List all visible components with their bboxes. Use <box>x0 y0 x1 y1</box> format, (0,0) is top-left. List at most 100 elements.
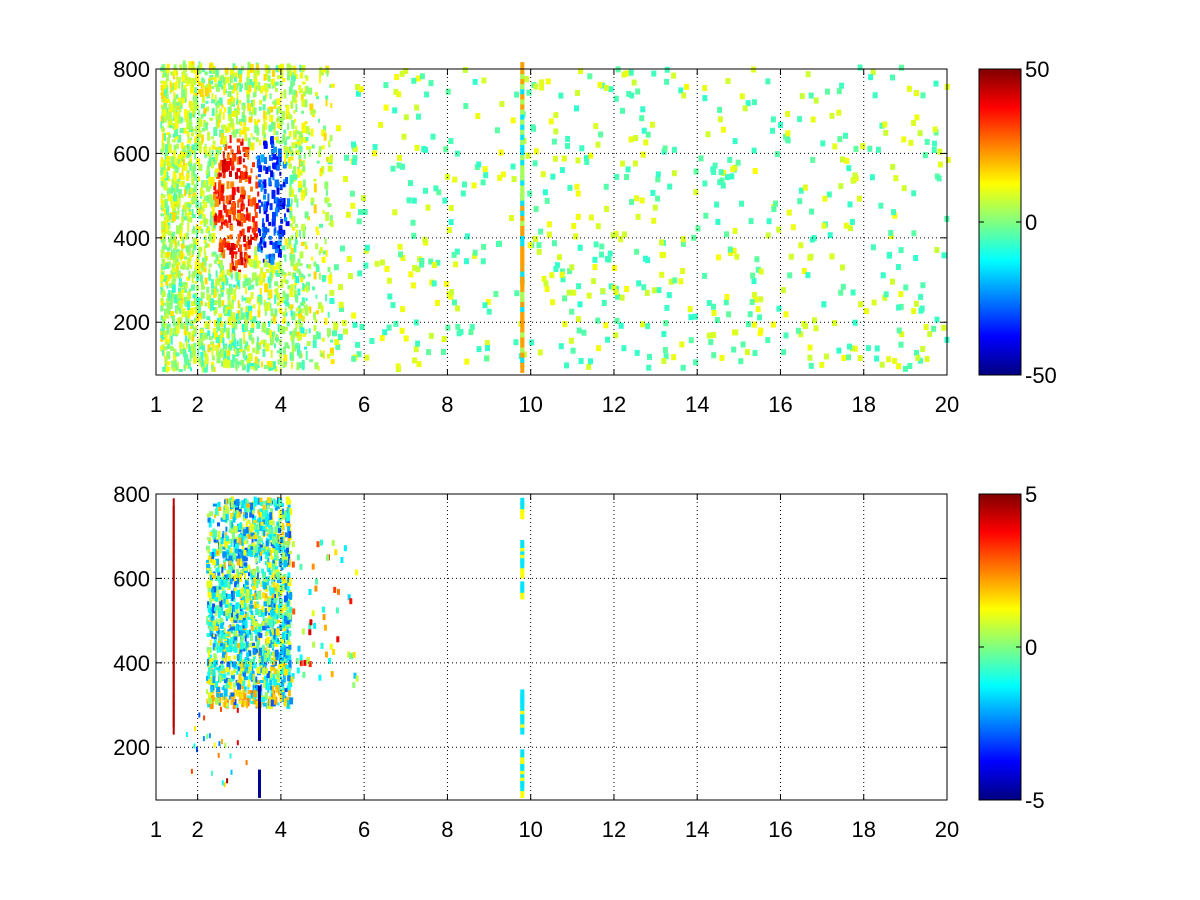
heatmap-cell <box>187 222 190 232</box>
heatmap-cell <box>618 236 624 243</box>
heatmap-cell <box>246 76 250 84</box>
heatmap-cell <box>245 641 249 648</box>
heatmap-cell <box>176 261 181 266</box>
heatmap-cell <box>608 86 614 93</box>
heatmap-cell <box>260 340 264 345</box>
heatmap-cell <box>542 189 548 196</box>
heatmap-cell <box>181 89 186 98</box>
heatmap-cell <box>237 259 241 266</box>
heatmap-cell <box>245 612 249 619</box>
heatmap-cell <box>245 701 248 709</box>
heatmap-cell <box>244 133 248 142</box>
heatmap-cell <box>330 103 333 108</box>
heatmap-cell <box>199 89 204 97</box>
heatmap-cell <box>286 671 291 676</box>
heatmap-cell <box>656 287 662 294</box>
heatmap-cell <box>347 594 351 601</box>
heatmap-cell <box>184 202 189 210</box>
heatmap-cell <box>414 104 420 111</box>
heatmap-cell <box>288 644 292 650</box>
heatmap-cell <box>198 158 201 167</box>
heatmap-cell <box>239 642 244 650</box>
heatmap-cell <box>271 78 275 86</box>
heatmap-cell <box>233 587 237 591</box>
heatmap-cell <box>239 572 243 576</box>
heatmap-cell <box>214 158 218 165</box>
heatmap-cell <box>217 119 220 128</box>
heatmap-cell <box>258 273 262 281</box>
heatmap-cell <box>247 533 252 540</box>
heatmap-cell <box>533 148 539 155</box>
heatmap-cell <box>213 742 216 748</box>
heatmap-cell <box>217 668 222 673</box>
heatmap-cell <box>244 620 248 629</box>
heatmap-cell <box>219 630 222 635</box>
heatmap-cell <box>243 529 247 537</box>
heatmap-cell <box>299 308 304 314</box>
heatmap-cell <box>178 105 182 113</box>
heatmap-cell <box>289 146 292 152</box>
heatmap-cell <box>235 603 239 610</box>
heatmap-cell <box>229 630 233 634</box>
heatmap-cell <box>275 87 278 92</box>
heatmap-cell <box>252 510 255 515</box>
heatmap-cell <box>639 115 645 122</box>
heatmap-cell <box>211 552 215 559</box>
heatmap-cell <box>336 636 340 643</box>
heatmap-cell <box>291 346 294 354</box>
heatmap-cell <box>383 104 389 111</box>
heatmap-cell <box>248 305 253 313</box>
heatmap-cell <box>223 350 228 359</box>
heatmap-cell <box>230 675 235 680</box>
heatmap-cell <box>231 254 234 264</box>
heatmap-cell <box>204 302 208 307</box>
heatmap-cell <box>211 159 213 164</box>
heatmap-cell <box>167 194 171 201</box>
heatmap-cell <box>235 581 237 586</box>
heatmap-cell <box>323 125 326 132</box>
heatmap-cell <box>279 184 283 191</box>
heatmap-cell <box>228 306 230 316</box>
heatmap-cell <box>292 226 296 231</box>
heatmap-cell <box>224 602 229 608</box>
heatmap-cell <box>614 173 620 180</box>
heatmap-cell <box>913 255 919 261</box>
heatmap-cell <box>267 547 270 553</box>
heatmap-cell <box>206 689 208 695</box>
heatmap-cell <box>232 661 236 668</box>
heatmap-cell <box>239 338 243 348</box>
heatmap-cell <box>195 92 199 96</box>
x-tick-label: 2 <box>192 392 204 417</box>
heatmap-cell <box>911 308 917 315</box>
heatmap-cell <box>302 163 306 172</box>
heatmap-cell <box>221 533 224 540</box>
heatmap-cell <box>298 312 303 319</box>
heatmap-cell <box>249 310 253 320</box>
heatmap-cell <box>280 218 284 224</box>
heatmap-cell <box>262 592 266 599</box>
heatmap-cell <box>188 288 192 292</box>
heatmap-cell <box>172 277 176 287</box>
heatmap-cell <box>256 572 259 580</box>
heatmap-cell <box>837 136 843 143</box>
heatmap-cell <box>325 95 329 100</box>
heatmap-cell <box>218 248 222 252</box>
heatmap-cell <box>579 145 585 152</box>
heatmap-cell <box>263 681 267 689</box>
heatmap-cell <box>266 564 270 571</box>
heatmap-cell <box>268 619 273 627</box>
heatmap-cell <box>264 157 267 164</box>
heatmap-cell <box>179 128 184 133</box>
heatmap-cell <box>561 155 567 162</box>
heatmap-cell <box>533 83 539 90</box>
heatmap-cell <box>270 170 274 178</box>
heatmap-cell <box>215 254 219 262</box>
heatmap-cell <box>355 341 361 348</box>
heatmap-cell <box>231 596 234 601</box>
heatmap-cell <box>267 643 271 649</box>
heatmap-cell <box>166 91 169 98</box>
heatmap-cell <box>233 612 236 620</box>
heatmap-cell <box>924 138 930 145</box>
heatmap-cell <box>711 332 717 339</box>
heatmap-cell <box>797 198 803 205</box>
